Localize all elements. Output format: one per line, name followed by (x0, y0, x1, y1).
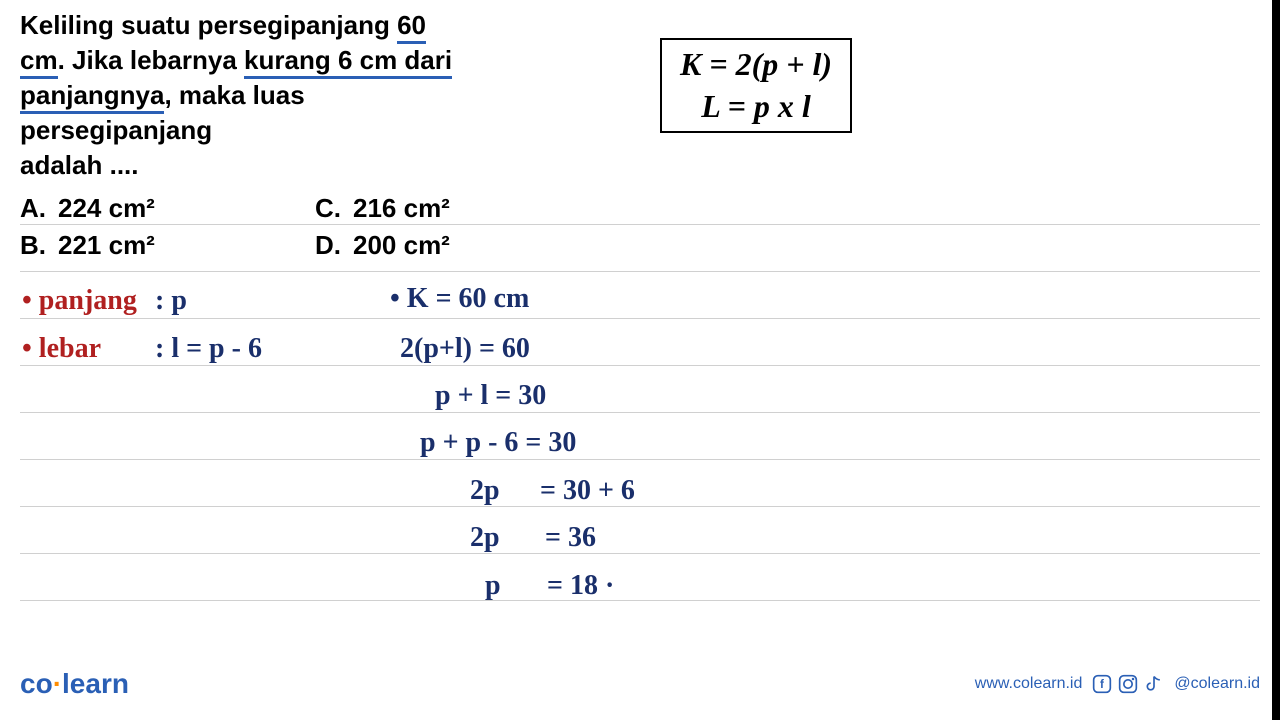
formula-perimeter: K = 2(p + l) (680, 44, 832, 86)
option-c: C.216 cm² (315, 193, 450, 224)
option-a: A.224 cm² (20, 193, 315, 224)
instagram-icon (1118, 674, 1138, 694)
hw-lebar-value: : l = p - 6 (155, 333, 262, 365)
hw-eq5-right: = 36 (545, 522, 596, 554)
hw-lebar-label: • lebar (22, 333, 101, 365)
hw-panjang-label: • panjang (22, 285, 137, 317)
footer: co·learn www.colearn.id f @colearn.id (20, 668, 1260, 700)
social-icons: f (1092, 674, 1164, 694)
svg-text:f: f (1100, 678, 1104, 691)
formula-area: L = p x l (680, 86, 832, 128)
logo: co·learn (20, 668, 129, 700)
hw-eq1: 2(p+l) = 60 (400, 333, 530, 365)
option-d: D.200 cm² (315, 230, 450, 261)
answer-options: A.224 cm² C.216 cm² B.221 cm² D.200 cm² (20, 193, 1260, 261)
tiktok-icon (1144, 674, 1164, 694)
hw-eq4-left: 2p (470, 475, 500, 507)
right-border (1272, 0, 1280, 720)
hw-eq6-left: p (485, 570, 501, 602)
question-text: Keliling suatu persegipanjang 60 cm. Jik… (20, 8, 500, 183)
footer-url: www.colearn.id (975, 675, 1083, 693)
hw-eq3: p + p - 6 = 30 (420, 427, 576, 459)
hw-panjang-value: : p (155, 285, 187, 317)
footer-handle: @colearn.id (1174, 675, 1260, 693)
hw-eq6-right: = 18 · (547, 570, 614, 602)
hw-eq2: p + l = 30 (435, 380, 546, 412)
hw-eq4-right: = 30 + 6 (540, 475, 635, 507)
hw-k-eq: • K = 60 cm (390, 283, 529, 315)
hw-eq5-left: 2p (470, 522, 500, 554)
option-b: B.221 cm² (20, 230, 315, 261)
formula-box: K = 2(p + l) L = p x l (660, 38, 852, 133)
facebook-icon: f (1092, 674, 1112, 694)
